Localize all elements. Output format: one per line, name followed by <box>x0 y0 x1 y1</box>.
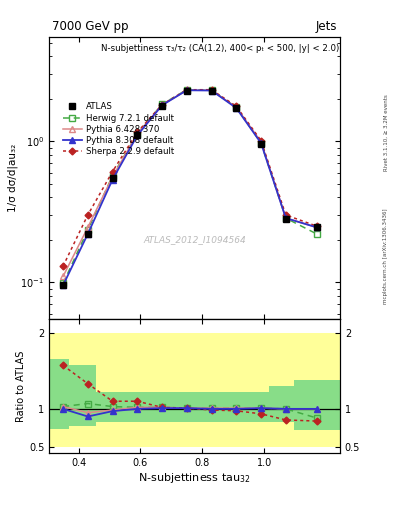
Y-axis label: 1/σ dσ/d|au₃₂: 1/σ dσ/d|au₃₂ <box>7 144 18 212</box>
Bar <box>170 392 195 422</box>
Bar <box>69 333 95 447</box>
Bar <box>145 333 170 447</box>
Bar <box>170 333 195 447</box>
Text: Jets: Jets <box>316 19 337 33</box>
Bar <box>49 333 69 447</box>
Bar <box>120 333 145 447</box>
Bar <box>294 380 340 430</box>
Bar <box>95 333 120 447</box>
X-axis label: N-subjettiness tau$_{32}$: N-subjettiness tau$_{32}$ <box>138 471 251 485</box>
Bar <box>69 365 95 425</box>
Bar <box>269 333 294 447</box>
Text: mcplots.cern.ch [arXiv:1306.3436]: mcplots.cern.ch [arXiv:1306.3436] <box>383 208 388 304</box>
Text: Rivet 3.1.10, ≥ 3.2M events: Rivet 3.1.10, ≥ 3.2M events <box>383 95 388 172</box>
Text: ATLAS_2012_I1094564: ATLAS_2012_I1094564 <box>143 236 246 244</box>
Bar <box>195 392 219 422</box>
Bar <box>120 392 145 422</box>
Bar <box>219 333 244 447</box>
Bar <box>269 386 294 422</box>
Bar <box>244 392 269 422</box>
Y-axis label: Ratio to ATLAS: Ratio to ATLAS <box>16 350 26 422</box>
Bar <box>294 333 340 447</box>
Bar <box>195 333 219 447</box>
Bar <box>219 392 244 422</box>
Text: 7000 GeV pp: 7000 GeV pp <box>52 19 129 33</box>
Legend: ATLAS, Herwig 7.2.1 default, Pythia 6.428 370, Pythia 8.308 default, Sherpa 2.2.: ATLAS, Herwig 7.2.1 default, Pythia 6.42… <box>59 99 178 159</box>
Text: N-subjettiness τ₃/τ₂ (CA(1.2), 400< pₜ < 500, |y| < 2.0): N-subjettiness τ₃/τ₂ (CA(1.2), 400< pₜ <… <box>101 44 340 53</box>
Bar <box>95 392 120 422</box>
Bar <box>49 359 69 430</box>
Bar <box>244 333 269 447</box>
Bar <box>145 392 170 422</box>
